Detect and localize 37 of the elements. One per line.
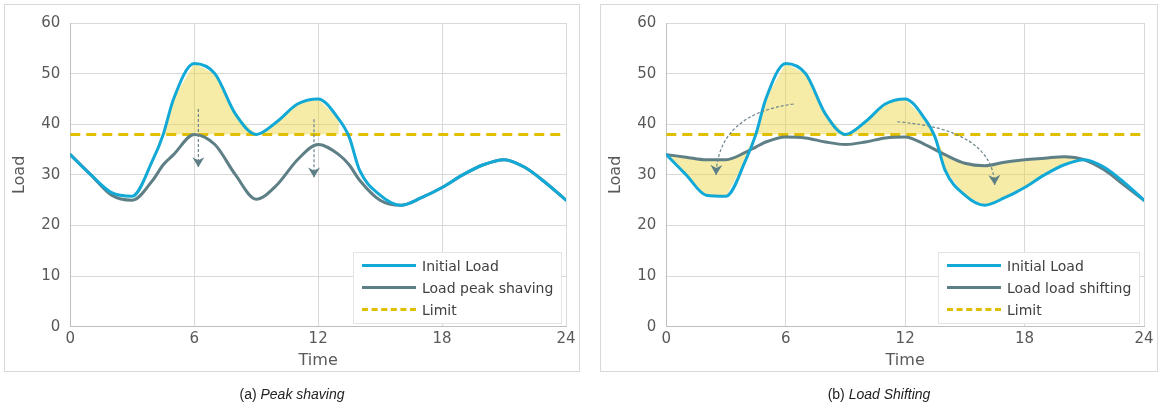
- x-axis-title: Time: [297, 349, 338, 369]
- legend-label: Limit: [1007, 301, 1042, 318]
- x-tick-label: 18: [432, 328, 452, 347]
- y-tick-label: 20: [637, 215, 657, 234]
- legend-label: Initial Load: [422, 257, 499, 274]
- x-tick-label: 6: [189, 328, 199, 347]
- x-tick-label: 24: [556, 328, 576, 347]
- line-series: [70, 62, 566, 207]
- y-tick-label: 40: [41, 114, 61, 133]
- y-tick-label: 0: [50, 316, 61, 335]
- x-tick-label: 0: [661, 328, 672, 347]
- legend-label: Load load shifting: [1007, 279, 1132, 296]
- y-tick-label: 10: [637, 266, 657, 285]
- x-tick-label: 24: [1134, 328, 1154, 347]
- text: (b) Load Shifting: [827, 386, 931, 402]
- legend-label: Load peak shaving: [422, 279, 554, 296]
- y-axis-title: Load: [604, 155, 624, 195]
- y-tick-label: 60: [637, 12, 657, 31]
- x-tick-label: 12: [895, 328, 915, 347]
- legend-label: Initial Load: [1007, 257, 1084, 274]
- x-axis-title: Time: [884, 349, 925, 369]
- y-tick-label: 20: [41, 215, 61, 234]
- y-tick-label: 50: [637, 63, 657, 82]
- y-tick-label: 0: [646, 316, 657, 335]
- y-tick-label: 30: [41, 164, 61, 183]
- x-tick-label: 18: [1015, 328, 1035, 347]
- x-tick-label: 12: [308, 328, 328, 347]
- y-tick-label: 60: [41, 12, 61, 31]
- y-tick-label: 10: [41, 266, 61, 285]
- y-tick-label: 40: [637, 114, 657, 133]
- y-axis-title: Load: [8, 155, 28, 195]
- legend-label: Limit: [422, 301, 457, 318]
- y-tick-label: 30: [637, 164, 657, 183]
- x-tick-label: 6: [780, 328, 791, 347]
- text: (a) Peak shaving: [239, 386, 345, 402]
- y-tick-label: 50: [41, 63, 61, 82]
- x-tick-label: 0: [65, 328, 76, 347]
